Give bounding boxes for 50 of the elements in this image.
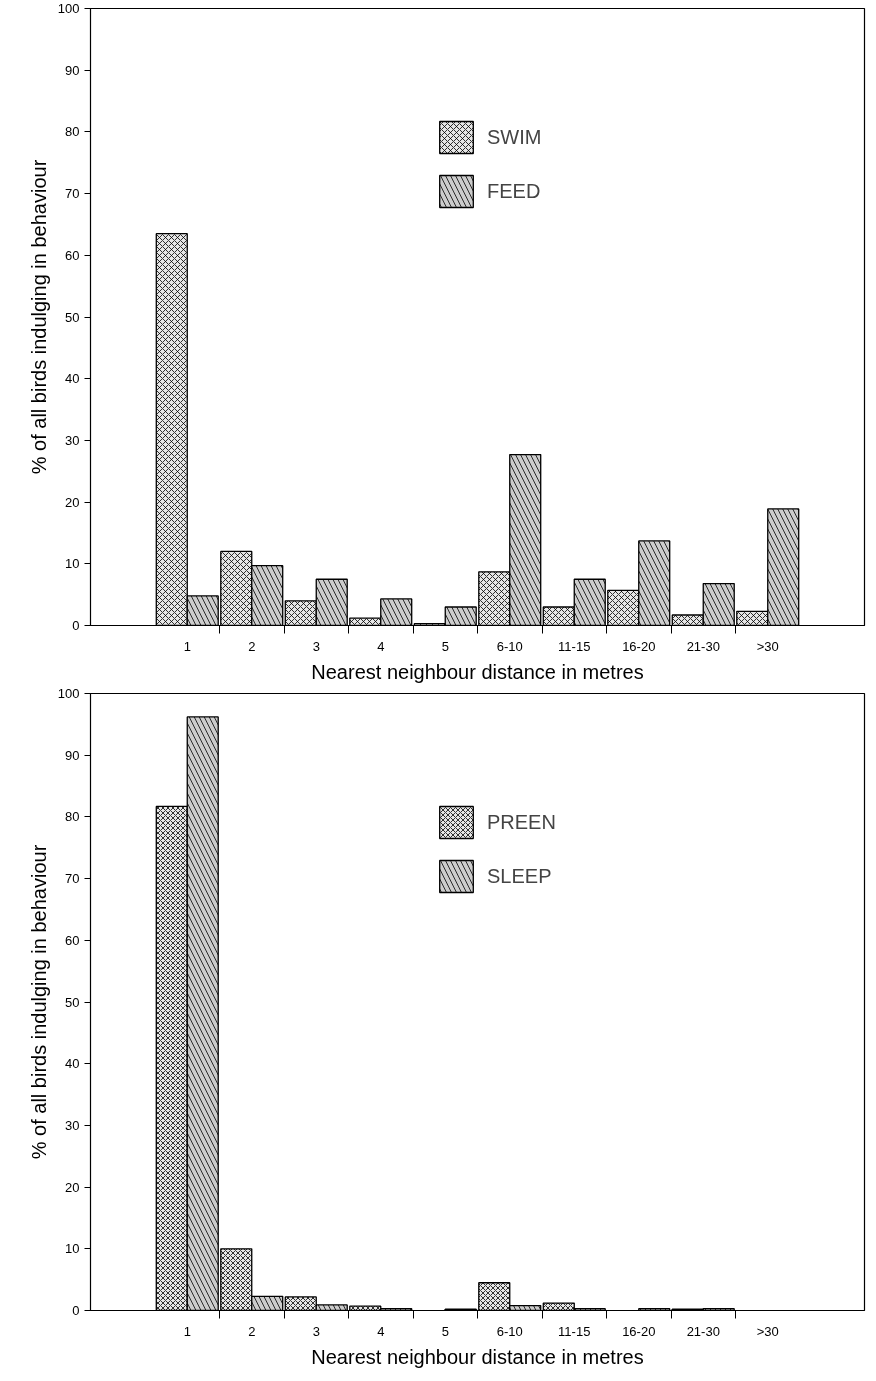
x-tick-label: 21-30 bbox=[686, 638, 720, 654]
y-axis-title: % of all birds indulging in behaviour bbox=[27, 844, 50, 1160]
x-tick-label: 16-20 bbox=[622, 1323, 656, 1339]
y-tick-label: 0 bbox=[72, 1303, 80, 1318]
x-tick-label: >30 bbox=[756, 1323, 779, 1339]
x-tick-label: 4 bbox=[377, 1323, 385, 1339]
y-tick-label: 0 bbox=[72, 618, 80, 633]
x-tick-label: 1 bbox=[183, 638, 191, 654]
y-tick-label: 50 bbox=[65, 994, 80, 1010]
y-tick-label: 20 bbox=[65, 1179, 80, 1195]
x-axis-title: Nearest neighbour distance in metres bbox=[311, 1345, 644, 1368]
legend-label: SWIM bbox=[487, 125, 542, 149]
y-tick-label: 100 bbox=[57, 1, 80, 16]
x-tick-label: 1 bbox=[183, 1323, 191, 1339]
x-tick-label: 3 bbox=[312, 638, 320, 654]
x-tick-label: 2 bbox=[248, 638, 256, 654]
x-tick-label: 5 bbox=[441, 638, 449, 654]
y-tick-label: 10 bbox=[65, 1241, 80, 1257]
legend-label: SLEEP bbox=[487, 864, 552, 888]
x-tick-label: 6-10 bbox=[496, 1323, 523, 1339]
legend-label: FEED bbox=[487, 179, 541, 203]
legend-label: PREEN bbox=[487, 810, 556, 834]
y-axis-title: % of all birds indulging in behaviour bbox=[27, 159, 50, 475]
x-tick-label: 5 bbox=[441, 1323, 449, 1339]
x-tick-label: 2 bbox=[248, 1323, 256, 1339]
x-tick-label: 4 bbox=[377, 638, 385, 654]
x-axis-title: Nearest neighbour distance in metres bbox=[311, 660, 644, 683]
x-tick-label: >30 bbox=[756, 638, 779, 654]
x-tick-label: 16-20 bbox=[622, 638, 656, 654]
y-tick-label: 60 bbox=[65, 932, 80, 948]
y-tick-label: 60 bbox=[65, 247, 80, 263]
y-tick-label: 90 bbox=[65, 62, 80, 78]
x-tick-label: 21-30 bbox=[686, 1323, 720, 1339]
x-tick-label: 11-15 bbox=[558, 638, 591, 654]
y-tick-label: 70 bbox=[65, 871, 80, 887]
y-tick-label: 100 bbox=[57, 686, 80, 701]
y-tick-label: 40 bbox=[65, 1056, 80, 1072]
x-tick-label: 6-10 bbox=[496, 638, 523, 654]
y-tick-label: 30 bbox=[65, 1117, 80, 1133]
y-tick-label: 90 bbox=[65, 747, 80, 763]
x-tick-label: 11-15 bbox=[558, 1323, 591, 1339]
y-tick-label: 50 bbox=[65, 309, 80, 325]
y-tick-label: 80 bbox=[65, 809, 80, 825]
y-tick-label: 30 bbox=[65, 432, 80, 448]
y-tick-label: 80 bbox=[65, 124, 80, 140]
x-tick-label: 3 bbox=[312, 1323, 320, 1339]
y-tick-label: 10 bbox=[65, 556, 80, 572]
y-tick-label: 20 bbox=[65, 494, 80, 510]
y-tick-label: 40 bbox=[65, 371, 80, 387]
y-tick-label: 70 bbox=[65, 186, 80, 202]
